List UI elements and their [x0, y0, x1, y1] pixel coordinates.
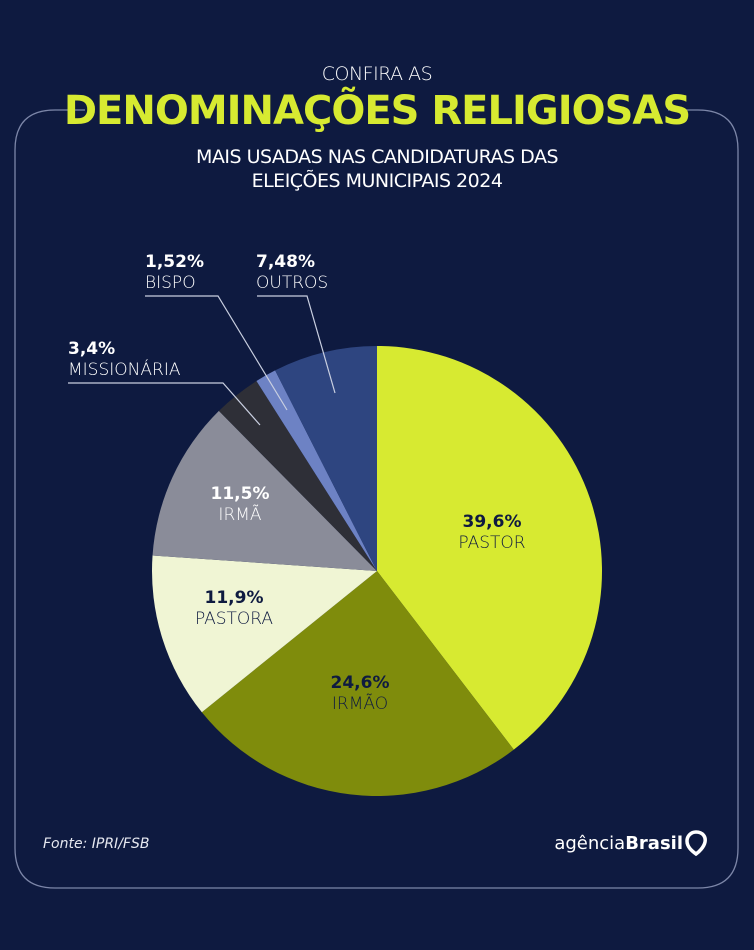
name-pastora: PASTORA — [194, 609, 274, 629]
slice-bispo — [256, 370, 377, 571]
leader-line-missionaria — [68, 382, 261, 426]
label-bispo: 1,52% BISPO — [145, 252, 204, 294]
label-missionaria: 3,4% MISSIONÁRIA — [68, 339, 180, 381]
slice-outros — [275, 346, 377, 571]
logo-text-light: agência — [554, 832, 626, 854]
value-outros: 7,48% — [256, 252, 315, 272]
chart-title: DENOMINAÇÕES RELIGIOSAS — [63, 88, 691, 134]
value-irmao: 24,6% — [330, 673, 390, 693]
logo-text-bold: Brasil — [625, 832, 683, 854]
leader-line-bispo — [145, 295, 288, 411]
slice-irma — [152, 410, 377, 571]
leader-line-outros — [257, 295, 336, 394]
subtitle-line-2: ELEIÇÕES MUNICIPAIS 2024 — [251, 170, 503, 192]
source-note: Fonte: IPRI/FSB — [43, 836, 150, 852]
name-irmao: IRMÃO — [331, 694, 389, 714]
label-irmao: 24,6% IRMÃO — [331, 673, 390, 715]
value-missionaria: 3,4% — [68, 339, 116, 359]
name-missionaria: MISSIONÁRIA — [68, 360, 181, 380]
slice-missionaria — [218, 381, 377, 571]
label-pastor: 39,6% PASTOR — [458, 512, 525, 554]
value-bispo: 1,52% — [145, 252, 204, 272]
agencia-brasil-logo: agência Brasil — [554, 830, 708, 856]
subtitle-line-1: MAIS USADAS NAS CANDIDATURAS DAS — [195, 146, 559, 168]
slice-irmao — [201, 571, 514, 796]
label-pastora: 11,9% PASTORA — [195, 588, 273, 630]
name-outros: OUTROS — [256, 273, 329, 293]
logo-pin-icon — [685, 830, 707, 856]
value-pastora: 11,9% — [204, 588, 264, 608]
slice-pastor — [377, 346, 603, 750]
value-irma: 11,5% — [210, 484, 270, 504]
name-irma: IRMÃ — [218, 505, 262, 525]
kicker: CONFIRA AS — [321, 63, 433, 85]
value-pastor: 39,6% — [462, 512, 522, 532]
name-pastor: PASTOR — [458, 533, 526, 553]
label-irma: 11,5% IRMÃ — [211, 484, 270, 526]
slice-pastora — [152, 555, 377, 713]
label-outros: 7,48% OUTROS — [256, 252, 328, 294]
name-bispo: BISPO — [145, 273, 196, 293]
